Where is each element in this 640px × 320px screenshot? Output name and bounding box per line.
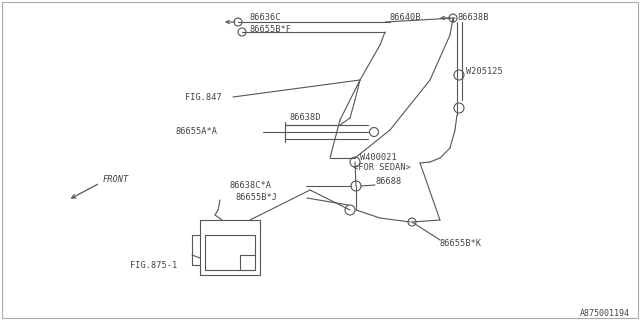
Text: W205125: W205125 (466, 68, 503, 76)
Text: FIG.847: FIG.847 (185, 92, 221, 101)
Text: 86638B: 86638B (458, 13, 490, 22)
Text: <FOR SEDAN>: <FOR SEDAN> (353, 164, 411, 172)
Text: 86655A*A: 86655A*A (175, 127, 217, 137)
Text: 86638C*A: 86638C*A (230, 181, 272, 190)
Text: 86655B*K: 86655B*K (440, 238, 482, 247)
Text: 86638D: 86638D (290, 114, 321, 123)
Text: W400021: W400021 (360, 153, 397, 162)
Text: 86636C: 86636C (249, 13, 280, 22)
Text: 86655B*F: 86655B*F (249, 26, 291, 35)
Text: FIG.875-1: FIG.875-1 (130, 260, 177, 269)
Text: A875001194: A875001194 (580, 308, 630, 317)
Text: 86640B: 86640B (390, 13, 422, 22)
Text: FRONT: FRONT (103, 175, 129, 185)
Text: 86688: 86688 (375, 178, 401, 187)
Text: 86655B*J: 86655B*J (235, 194, 277, 203)
